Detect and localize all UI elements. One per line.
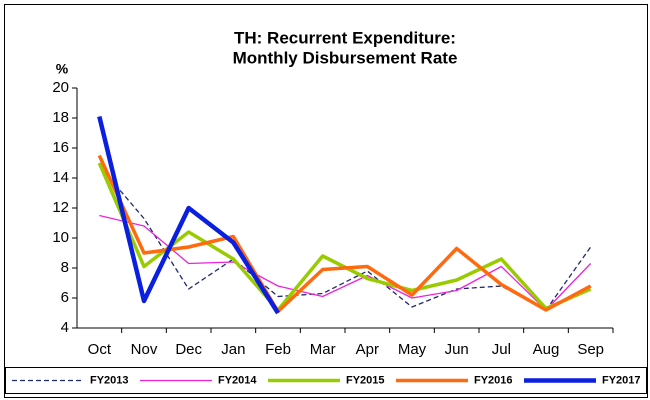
y-tick-label: 8 [61,259,69,276]
legend-label: FY2016 [474,374,513,386]
y-tick-label: 12 [52,199,69,216]
chart-title: TH: Recurrent Expenditure: [234,28,456,47]
legend-box [5,367,647,394]
x-tick-label: Oct [88,341,112,358]
x-tick-label: Dec [175,341,202,358]
x-tick-label: Apr [356,341,379,358]
y-tick-label: 4 [61,319,69,336]
y-axis-label: % [56,61,69,77]
chart-title: Monthly Disbursement Rate [233,48,458,67]
legend-label: FY2017 [602,374,641,386]
x-tick-label: Mar [310,341,336,358]
legend-label: FY2015 [346,374,385,386]
x-tick-label: May [398,341,427,358]
series-line [97,115,280,315]
y-tick-label: 10 [52,229,69,246]
x-tick-label: Feb [265,341,291,358]
series-line [99,214,592,311]
series-line [98,165,592,311]
y-tick-label: 16 [52,139,69,156]
x-tick-label: Sep [577,341,604,358]
x-tick-label: Jan [221,341,245,358]
x-tick-label: Aug [533,341,560,358]
series-line [97,154,592,314]
legend-label: FY2013 [90,374,129,386]
y-tick-label: 18 [52,109,69,126]
y-tick-label: 14 [52,169,69,186]
chart-frame [4,4,648,398]
y-tick-label: 20 [52,79,69,96]
legend-label: FY2014 [218,374,257,386]
x-tick-label: Nov [131,341,158,358]
x-tick-label: Jun [445,341,469,358]
y-tick-label: 6 [61,289,69,306]
x-tick-label: Jul [492,341,511,358]
